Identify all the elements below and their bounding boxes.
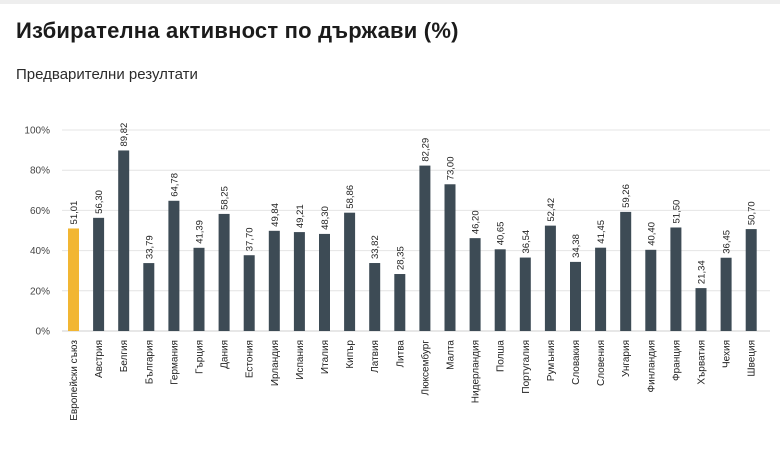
category-label: Нидерландия	[471, 340, 482, 403]
category-label: Испания	[295, 340, 306, 380]
bar	[193, 247, 205, 331]
value-label: 36,54	[521, 230, 532, 254]
value-label: 52,42	[546, 198, 557, 222]
bar	[68, 228, 79, 331]
category-label: Италия	[320, 340, 331, 374]
chart-subtitle: Предварителни резултати	[16, 66, 198, 83]
category-label: Дания	[220, 340, 231, 369]
value-label: 49,21	[295, 204, 306, 228]
bar	[570, 261, 581, 331]
category-label: Гърция	[195, 340, 206, 374]
bar	[745, 229, 757, 331]
value-label: 33,79	[144, 235, 155, 259]
y-tick-label: 60%	[30, 206, 50, 217]
category-label: Португалия	[521, 340, 532, 394]
value-label: 46,20	[471, 210, 482, 234]
category-label: Естония	[245, 340, 256, 378]
value-label: 37,70	[245, 227, 256, 251]
category-label: Швеция	[747, 340, 758, 377]
y-tick-label: 20%	[30, 286, 50, 297]
category-label: Германия	[169, 340, 180, 385]
value-label: 64,78	[169, 173, 180, 197]
value-label: 21,34	[697, 260, 708, 284]
bar	[620, 211, 632, 331]
bar	[243, 255, 255, 331]
bar	[319, 233, 330, 331]
category-label: Малта	[446, 340, 457, 370]
bar	[118, 150, 130, 331]
y-tick-label: 40%	[30, 246, 50, 257]
category-label: Словения	[596, 340, 607, 386]
bar	[444, 184, 456, 331]
value-label: 51,50	[671, 200, 682, 224]
y-tick-label: 0%	[36, 327, 51, 338]
value-label: 48,30	[320, 206, 331, 230]
value-label: 40,65	[496, 222, 507, 246]
value-label: 33,82	[370, 235, 381, 259]
category-label: Финландия	[646, 340, 657, 392]
category-label: Латвия	[370, 340, 381, 373]
y-tick-label: 80%	[30, 166, 50, 177]
bar	[544, 225, 556, 331]
bar	[494, 249, 506, 331]
bar	[143, 263, 155, 331]
bar	[670, 227, 682, 331]
value-label: 28,35	[395, 246, 406, 270]
category-label: Австрия	[94, 340, 105, 378]
bar	[595, 247, 607, 331]
category-label: Унгария	[621, 340, 632, 377]
value-label: 49,84	[270, 203, 281, 227]
bar	[369, 263, 381, 331]
value-label: 36,45	[722, 230, 733, 254]
value-label: 82,29	[420, 138, 431, 162]
bar	[469, 238, 481, 331]
bar	[268, 230, 280, 331]
bar	[394, 274, 406, 331]
category-label: Полша	[496, 340, 507, 372]
category-label: Словакия	[571, 340, 582, 385]
value-label: 56,30	[94, 190, 105, 214]
bar	[344, 212, 356, 331]
value-label: 50,70	[747, 201, 758, 225]
category-label: Чехия	[722, 340, 733, 368]
bar	[93, 217, 105, 331]
category-label: Европейски съюз	[69, 340, 80, 421]
bar	[419, 165, 431, 331]
bar	[293, 232, 305, 331]
value-label: 51,01	[69, 201, 80, 225]
bar	[720, 257, 732, 331]
category-label: България	[144, 340, 155, 384]
value-label: 58,86	[345, 185, 356, 209]
value-label: 40,40	[646, 222, 657, 246]
value-label: 59,26	[621, 184, 632, 208]
value-label: 41,39	[195, 220, 206, 244]
value-label: 58,25	[220, 186, 231, 210]
bar	[168, 200, 180, 331]
category-label: Кипър	[345, 340, 356, 369]
category-label: Ирландия	[270, 340, 281, 386]
category-label: Люксембург	[419, 340, 431, 396]
category-label: Франция	[671, 340, 682, 381]
value-label: 73,00	[446, 156, 457, 180]
bar	[645, 249, 657, 331]
value-label: 34,38	[571, 234, 582, 258]
bar	[519, 257, 531, 331]
category-label: Литва	[395, 340, 406, 368]
bar	[695, 288, 707, 331]
value-label: 41,45	[596, 220, 607, 244]
bar	[218, 213, 230, 331]
y-tick-label: 100%	[24, 126, 50, 137]
category-label: Румъния	[546, 340, 557, 381]
chart-title: Избирателна активност по държави (%)	[16, 18, 459, 43]
category-label: Хърватия	[697, 340, 708, 385]
value-label: 89,82	[119, 123, 130, 147]
category-label: Белгия	[119, 340, 130, 372]
top-bar	[0, 0, 780, 4]
